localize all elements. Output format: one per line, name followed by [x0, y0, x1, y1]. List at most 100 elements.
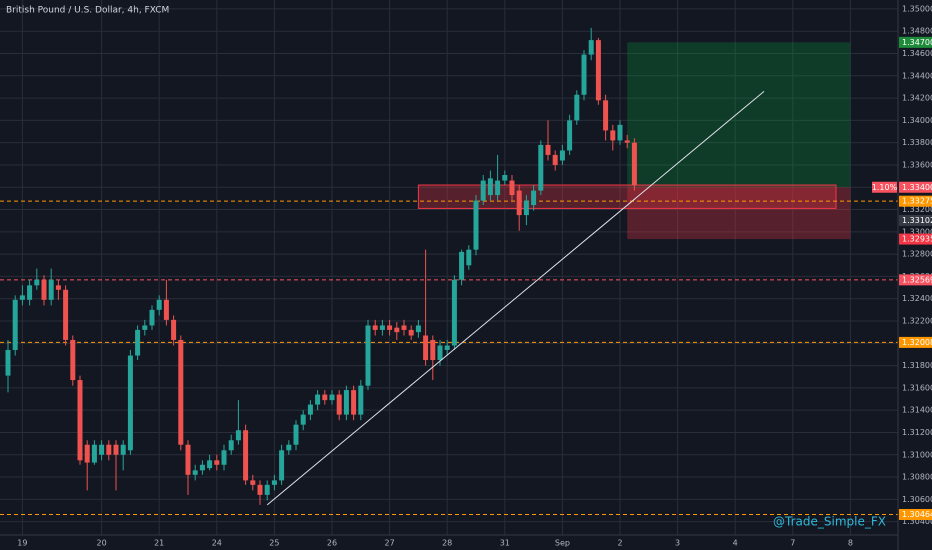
candle-body	[70, 339, 76, 381]
y-tick-label: 1.32400	[902, 294, 932, 303]
candle-body	[387, 325, 393, 330]
candle-body	[408, 329, 414, 336]
candle-body	[322, 394, 328, 401]
level-label-bg	[899, 233, 932, 245]
candle-body	[588, 40, 594, 55]
candle-body	[214, 460, 220, 465]
candle-body	[415, 325, 421, 333]
y-tick-label: 1.30400	[902, 517, 932, 526]
candle-body	[581, 54, 587, 95]
candle-body	[192, 470, 198, 475]
candle-body	[451, 279, 457, 346]
candle-body	[516, 190, 522, 216]
candle-body	[394, 327, 400, 333]
candle-body	[372, 325, 378, 330]
candle-body	[466, 249, 472, 266]
candle-body	[552, 154, 558, 165]
candle-body	[228, 440, 234, 451]
candle-body	[19, 295, 25, 300]
y-tick-label: 1.31000	[902, 450, 932, 459]
chart-title: British Pound / U.S. Dollar, 4h, FXCM	[6, 6, 169, 16]
candle-body	[423, 335, 429, 361]
candle-body	[495, 180, 501, 196]
candle-body	[77, 380, 83, 461]
level-label: 1.34700	[902, 38, 932, 47]
x-tick-label: Sep	[555, 539, 570, 548]
candle-body	[48, 279, 54, 300]
candle-body	[595, 40, 601, 101]
x-tick-label: 8	[848, 539, 853, 548]
level-label-bg	[899, 508, 932, 520]
candle-body	[437, 345, 443, 361]
y-tick-label: 1.33800	[902, 138, 932, 147]
candle-body	[523, 200, 529, 216]
candle-body	[41, 279, 47, 300]
candle-body	[624, 140, 630, 143]
candle-body	[127, 355, 133, 451]
y-tick-label: 1.30600	[902, 495, 932, 504]
level-label-bg	[899, 274, 932, 286]
candle-body	[631, 142, 637, 186]
y-tick-label: 1.32800	[902, 250, 932, 259]
x-tick-label: 20	[97, 539, 107, 548]
zone	[417, 184, 837, 209]
candle-body	[91, 444, 97, 463]
level-label-bg	[899, 181, 932, 193]
candle-body	[293, 424, 299, 445]
level-label-bg	[899, 195, 932, 207]
candle-body	[279, 450, 285, 481]
time-axis	[0, 535, 898, 550]
candle-body	[207, 460, 213, 469]
candle-body	[106, 444, 112, 455]
candle-body	[329, 394, 335, 401]
candle-body	[221, 450, 227, 465]
x-tick-label: 7	[790, 539, 795, 548]
target-area	[627, 42, 851, 188]
y-tick-label: 1.31200	[902, 428, 932, 437]
candle-body	[185, 444, 191, 475]
candle-body	[444, 345, 450, 350]
level-label-bg	[899, 336, 932, 348]
level-label: 1.33400	[902, 183, 932, 192]
percent-label-bg	[872, 181, 897, 193]
candle-body	[610, 130, 616, 141]
level-label: 1.33102	[902, 216, 932, 225]
candle-body	[27, 285, 33, 300]
candle-body	[163, 299, 169, 320]
candle-body	[257, 484, 263, 495]
y-tick-label: 1.32200	[902, 317, 932, 326]
percent-label: 1.10%	[872, 183, 898, 192]
y-tick-label: 1.33600	[902, 160, 932, 169]
x-tick-label: 3	[675, 539, 680, 548]
candle-body	[142, 325, 148, 330]
x-tick-label: 25	[269, 539, 279, 548]
candle-body	[336, 394, 342, 415]
x-tick-label: 28	[442, 539, 452, 548]
candle-body	[264, 484, 270, 495]
candle-body	[300, 414, 306, 425]
x-tick-label: 19	[17, 539, 27, 548]
candle-body	[538, 144, 544, 191]
stop-area	[627, 187, 851, 240]
candle-body	[84, 444, 90, 463]
x-tick-label: 31	[500, 539, 510, 548]
candle-body	[473, 200, 479, 250]
level-label: 1.32569	[902, 275, 932, 284]
candle-body	[603, 100, 609, 131]
y-tick-label: 1.33000	[902, 227, 932, 236]
candle-body	[351, 390, 357, 415]
candle-body	[358, 385, 364, 415]
candle-body	[178, 339, 184, 445]
candle-body	[617, 124, 623, 141]
y-tick-label: 1.34200	[902, 94, 932, 103]
x-tick-label: 21	[154, 539, 164, 548]
candle-body	[307, 404, 313, 415]
candle-body	[135, 329, 141, 356]
level-label: 1.32008	[902, 338, 932, 347]
trendline	[266, 91, 765, 506]
candle-body	[286, 444, 292, 451]
x-tick-label: 24	[212, 539, 222, 548]
candle-body	[5, 349, 11, 376]
